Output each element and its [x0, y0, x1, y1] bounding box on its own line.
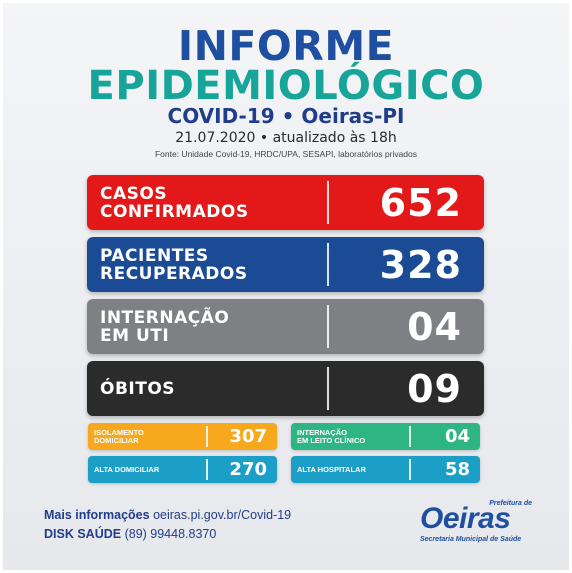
card-value: 09: [407, 366, 462, 411]
source-note: Fonte: Unidade Covid-19, HRDC/UPA, SESAP…: [154, 149, 418, 159]
mini-card-clinical-bed: INTERNAÇÃO EM LEITO CLÍNICO 04: [291, 423, 480, 450]
subtitle: COVID-19 • Oeiras-PI: [167, 104, 405, 128]
card-divider: [327, 305, 329, 348]
logo-prefix: Prefeitura de: [489, 500, 532, 507]
mini-card-divider: [206, 426, 208, 447]
card-divider: [327, 243, 329, 286]
mini-card-hospital-discharge: ALTA HOSPITALAR 58: [291, 456, 480, 483]
title-epidemiologico: EPIDEMIOLÓGICO: [87, 63, 485, 109]
card-label: CASOS CONFIRMADOS: [100, 183, 249, 222]
card-confirmed-cases: CASOS CONFIRMADOS 652: [87, 175, 484, 230]
card-label: PACIENTES RECUPERADOS: [100, 245, 248, 284]
mini-card-divider: [206, 459, 208, 480]
title-informe: INFORME: [177, 22, 395, 70]
mini-card-value: 04: [444, 426, 470, 447]
mini-card-value: 58: [444, 459, 470, 480]
mini-card-label: ALTA DOMICILIAR: [94, 464, 160, 474]
card-divider: [327, 181, 329, 224]
disk-saude-line: DISK SAÚDE (89) 99448.8370: [44, 527, 216, 541]
mini-card-value: 307: [229, 426, 267, 447]
mini-card-label: ISOLAMENTO DOMICILIAR: [94, 427, 144, 445]
card-label: INTERNAÇÃO EM UTI: [100, 307, 230, 346]
mini-card-label: ALTA HOSPITALAR: [297, 464, 366, 474]
mini-card-home-isolation: ISOLAMENTO DOMICILIAR 307: [88, 423, 277, 450]
card-value: 04: [407, 304, 462, 349]
card-label: ÓBITOS: [100, 378, 176, 399]
card-deaths: ÓBITOS 09: [87, 361, 484, 416]
card-value: 328: [379, 242, 462, 287]
logo-name: Oeiras: [420, 502, 511, 535]
more-info-link[interactable]: oeiras.pi.gov.br/Covid-19: [153, 508, 292, 522]
disk-saude-label: DISK SAÚDE: [44, 527, 122, 541]
oeiras-logo: Prefeitura de Oeiras Secretaria Municipa…: [420, 500, 532, 544]
mini-card-divider: [409, 426, 411, 447]
mini-card-divider: [409, 459, 411, 480]
card-recovered-patients: PACIENTES RECUPERADOS 328: [87, 237, 484, 292]
mini-card-label: INTERNAÇÃO EM LEITO CLÍNICO: [297, 427, 366, 445]
card-value: 652: [379, 180, 462, 225]
disk-saude-number: (89) 99448.8370: [124, 527, 217, 541]
logo-department: Secretaria Municipal de Saúde: [420, 536, 522, 543]
mini-card-home-discharge: ALTA DOMICILIAR 270: [88, 456, 277, 483]
more-info-label: Mais informações: [44, 508, 150, 522]
date-line: 21.07.2020 • atualizado às 18h: [175, 130, 397, 146]
mini-card-value: 270: [229, 459, 267, 480]
card-divider: [327, 367, 329, 410]
more-info-line: Mais informações oeiras.pi.gov.br/Covid-…: [44, 508, 291, 522]
card-icu-admissions: INTERNAÇÃO EM UTI 04: [87, 299, 484, 354]
